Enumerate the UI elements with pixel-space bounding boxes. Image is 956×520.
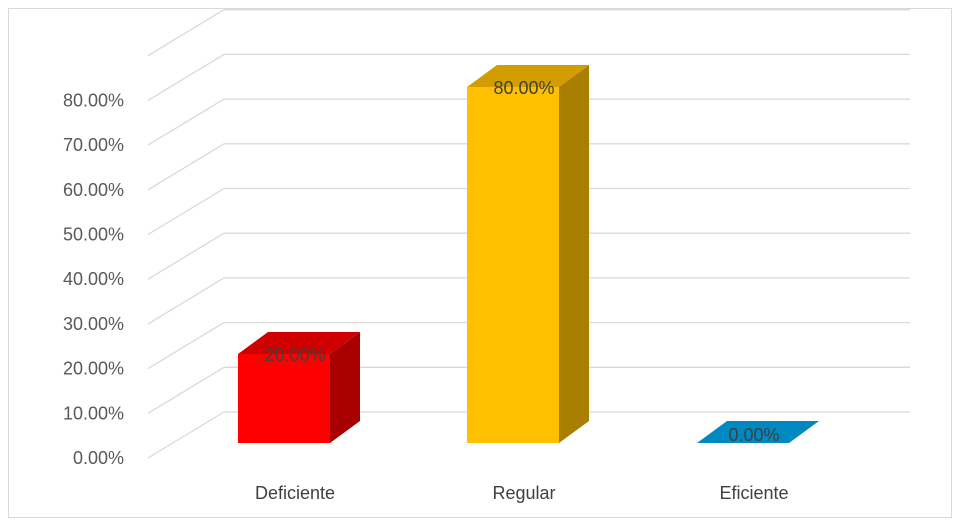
gridline-diagonal bbox=[147, 53, 225, 101]
bar-top bbox=[697, 421, 819, 443]
data-label: 80.00% bbox=[493, 78, 554, 98]
gridline-diagonal bbox=[147, 9, 225, 57]
y-tick-label: 10.00% bbox=[63, 403, 124, 423]
gridline-diagonal bbox=[147, 322, 225, 370]
bars bbox=[238, 65, 819, 443]
y-tick-label: 0.00% bbox=[73, 448, 124, 468]
y-tick-label: 50.00% bbox=[63, 225, 124, 245]
gridline-diagonal bbox=[147, 187, 225, 236]
gridline-diagonal bbox=[147, 366, 225, 414]
y-axis-tick-labels: 0.00% 10.00% 20.00% 30.00% 40.00% 50.00% 60.00… bbox=[63, 90, 124, 468]
category-labels: Deficiente Regular Eficiente bbox=[255, 483, 789, 503]
bar-eficiente bbox=[697, 421, 819, 443]
bar-regular bbox=[467, 65, 589, 443]
bar-front bbox=[238, 354, 330, 443]
gridline-diagonal bbox=[147, 277, 225, 325]
y-tick-label: 40.00% bbox=[63, 269, 124, 289]
bar-front bbox=[467, 87, 559, 443]
y-tick-label: 20.00% bbox=[63, 359, 124, 379]
y-tick-label: 30.00% bbox=[63, 314, 124, 334]
data-label: 20.00% bbox=[264, 345, 325, 365]
gridline-diagonal bbox=[147, 143, 225, 191]
x-tick-label: Eficiente bbox=[719, 483, 788, 503]
y-tick-label: 70.00% bbox=[63, 135, 124, 155]
gridline-diagonal bbox=[147, 411, 225, 459]
bar-side bbox=[330, 332, 360, 443]
y-tick-label: 80.00% bbox=[63, 90, 124, 110]
gridline-diagonal bbox=[147, 232, 225, 280]
bar-top bbox=[238, 332, 360, 354]
bar-deficiente bbox=[238, 332, 360, 443]
x-tick-label: Deficiente bbox=[255, 483, 335, 503]
data-label: 0.00% bbox=[728, 425, 779, 445]
bar-top bbox=[467, 65, 589, 87]
x-tick-label: Regular bbox=[492, 483, 555, 503]
data-labels: 20.00% 80.00% 0.00% bbox=[264, 78, 779, 445]
y-tick-label: 60.00% bbox=[63, 180, 124, 200]
bar-side bbox=[559, 65, 589, 443]
gridline-diagonal bbox=[147, 98, 225, 146]
